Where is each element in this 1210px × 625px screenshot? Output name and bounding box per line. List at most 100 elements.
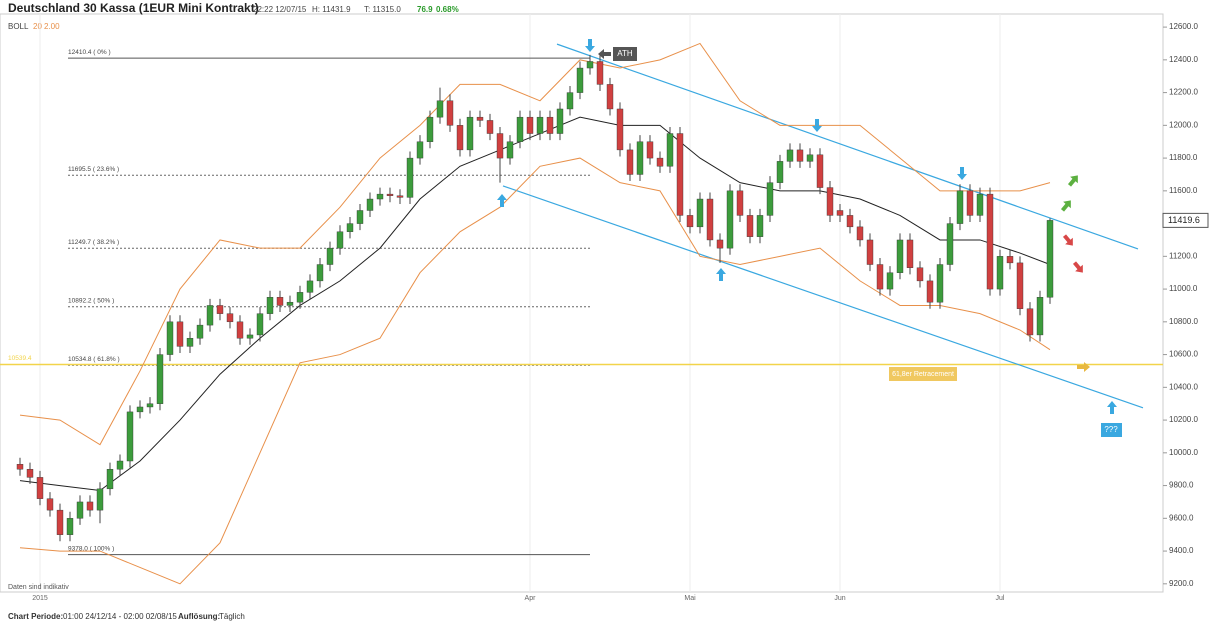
quote-low: T: 11315.0 — [364, 5, 401, 14]
candle-body — [666, 133, 674, 167]
candle-body — [46, 498, 54, 511]
candle-body — [436, 100, 444, 118]
arrow-up — [716, 268, 726, 281]
candle-body — [366, 198, 374, 211]
y-tick-label: 9800.0 — [1169, 481, 1194, 490]
candle-body — [926, 280, 934, 303]
channel-line — [502, 185, 1144, 409]
x-tick-label: Mai — [684, 595, 696, 602]
candle-body — [726, 190, 734, 249]
y-tick-label: 12400.0 — [1169, 55, 1198, 64]
candle-body — [916, 267, 924, 282]
y-tick-label: 10400.0 — [1169, 382, 1198, 391]
fib-label: 12410.4 ( 0% ) — [68, 49, 111, 56]
candle-body — [56, 509, 64, 535]
period-label: Chart Periode: — [8, 612, 63, 621]
candle-body — [396, 195, 404, 198]
level-label: 10539.4 — [8, 355, 32, 362]
ath-box — [613, 47, 637, 61]
candle-body — [966, 190, 974, 216]
last-price-label: 11419.6 — [1168, 215, 1200, 225]
candle-body — [1016, 262, 1024, 309]
candle-body — [176, 321, 184, 347]
question-label: ??? — [1104, 425, 1118, 434]
candle-body — [676, 133, 684, 216]
candle-body — [996, 256, 1004, 290]
candle-body — [256, 313, 264, 336]
candle-body — [796, 149, 804, 162]
arrow-up — [1107, 401, 1117, 414]
x-tick-label: Apr — [525, 595, 537, 602]
fib-label: 9378.0 ( 100% ) — [68, 545, 114, 552]
candle-body — [756, 215, 764, 237]
candle-body — [536, 116, 544, 134]
x-tick-label: Jul — [996, 595, 1005, 602]
period: 01:00 24/12/14 - 02:00 02/08/15 — [63, 612, 177, 621]
candle-body — [456, 125, 464, 151]
candle-body — [816, 154, 824, 188]
candle-body — [766, 182, 774, 216]
fib-label: 11249.7 ( 38.2% ) — [68, 239, 119, 246]
y-tick-label: 12000.0 — [1169, 120, 1198, 129]
arrow-down — [957, 167, 967, 180]
overlay-layer: 12410.4 ( 0% ) 11695.5 ( 23.6% ) 11249.7 (… — [0, 14, 1163, 592]
y-tick-label: 9400.0 — [1169, 546, 1194, 555]
arrow-right — [1077, 362, 1090, 372]
candle-body — [1026, 308, 1034, 336]
fib-label: 10534.8 ( 61.8% ) — [68, 356, 120, 363]
candle-body — [406, 157, 414, 198]
ath-label: ATH — [617, 49, 633, 58]
candle-body — [506, 141, 514, 159]
candle-body — [226, 313, 234, 323]
candle-body — [826, 187, 834, 216]
y-tick-label: 11800.0 — [1169, 153, 1198, 162]
candle-body — [546, 116, 554, 134]
arrow-down-red — [1072, 261, 1083, 273]
candle-body — [946, 223, 954, 265]
candle-body — [716, 239, 724, 249]
quote-change-pct: 0.68% — [436, 5, 459, 14]
y-tick-label: 10600.0 — [1169, 350, 1198, 359]
candle-body — [106, 468, 114, 490]
candle-body — [646, 141, 654, 159]
candle-body — [66, 518, 74, 535]
candle-body — [566, 92, 574, 110]
disclaimer: Daten sind indikativ — [8, 584, 69, 591]
indicator-deviation: 2.00 — [44, 22, 60, 31]
candle-body — [786, 149, 794, 162]
candle-body — [986, 193, 994, 290]
candle-body — [846, 215, 854, 228]
bollinger-lower — [19, 157, 1051, 585]
candle-body — [606, 84, 614, 110]
candle-body — [386, 193, 394, 196]
arrows — [497, 39, 1117, 414]
y-tick-label: 11000.0 — [1169, 284, 1198, 293]
candle-body — [1046, 220, 1054, 298]
candle-body — [96, 488, 104, 511]
bollinger-upper — [19, 42, 1051, 446]
arrow-down-red — [1062, 234, 1073, 246]
candle-body — [736, 190, 744, 216]
candle-body — [836, 210, 844, 216]
candle-body — [856, 226, 864, 241]
candle-body — [696, 198, 704, 228]
quote-change: 76.9 — [417, 5, 433, 14]
candle-body — [116, 460, 124, 470]
plot-area — [0, 13, 1164, 593]
candle-layer — [16, 54, 1054, 542]
candle-body — [76, 501, 84, 519]
candle-body — [876, 264, 884, 290]
candle-body — [886, 272, 894, 290]
indicator-period: 20 — [33, 22, 42, 31]
candle-body — [776, 161, 784, 183]
candle-body — [326, 247, 334, 265]
quote-high: H: 11431.9 — [312, 5, 351, 14]
y-tick-label: 9200.0 — [1169, 579, 1194, 588]
candle-body — [596, 61, 604, 85]
candle-body — [126, 411, 134, 462]
candle-body — [906, 239, 914, 268]
candle-body — [486, 120, 494, 134]
y-tick-label: 10000.0 — [1169, 448, 1198, 457]
y-tick-label: 11200.0 — [1169, 251, 1198, 260]
